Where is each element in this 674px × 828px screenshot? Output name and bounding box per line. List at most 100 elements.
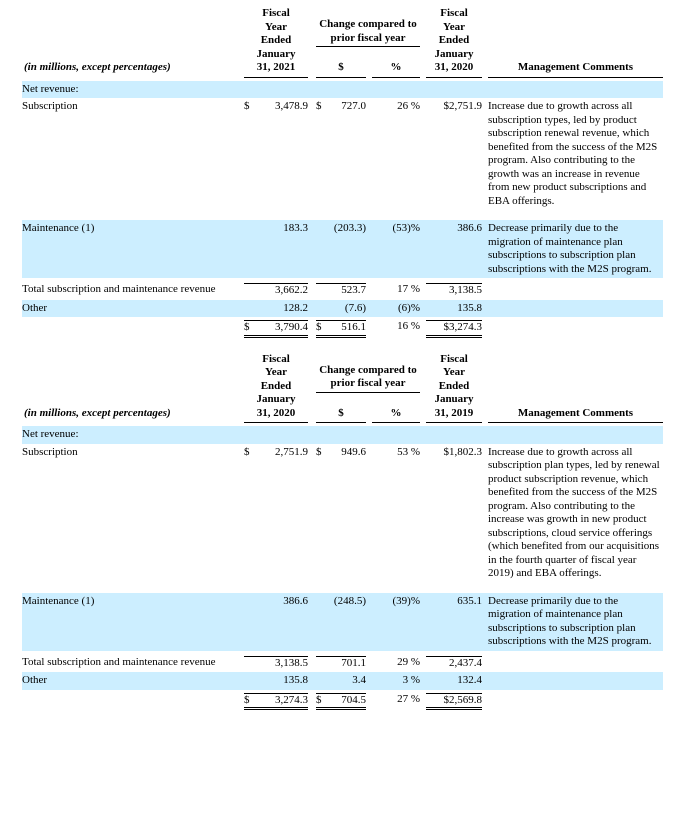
table-row-total-sub-maint: Total subscription and maintenance reven… [22,654,663,673]
fy-current-value: $2,751.9 [244,445,308,458]
fy-prior-value: $1,802.3 [443,445,483,458]
table-row-grand-total: $3,790.4 $516.1 16 % $3,274.3 [22,318,663,339]
change-percent-value: 53 % [397,445,420,458]
change-percent-value: 3 % [402,674,420,686]
change-dollar-value: 523.7 [316,283,366,298]
table-header: (in millions, except percentages) Fiscal… [22,7,663,78]
table-row-subscription: Subscription $3,478.9 $727.0 26 % $2,751… [22,98,663,210]
table-row-subscription: Subscription $2,751.9 $949.6 53 % $1,802… [22,444,663,583]
column-header-fy-current: Fiscal Year Ended January 31, 2021 [244,7,308,78]
change-percent-value: 26 % [397,100,420,112]
column-header-change-dollar: $ [316,407,366,423]
fy-current-value: 135.8 [283,674,308,686]
management-comment: Decrease primarily due to the migration … [488,222,652,275]
section-label: Net revenue: [22,82,79,95]
fy-prior-value: $2,751.9 [443,100,483,112]
column-header-mgmt-comments: Management Comments [488,61,663,78]
column-header-mgmt-comments: Management Comments [488,407,663,423]
change-dollar-value: $949.6 [316,445,366,458]
currency-symbol: $ [443,321,450,333]
currency-symbol: $ [443,445,450,458]
fy-prior-value: 2,437.4 [426,655,482,671]
fy-current-value: 3,662.2 [244,283,308,298]
row-label: Other [22,674,48,686]
management-comment [488,672,663,690]
management-comment: Increase due to growth across all subscr… [488,100,658,207]
column-header-fy-current: Fiscal Year Ended January 31, 2020 [244,353,308,423]
fy-current-value: $3,478.9 [244,100,308,112]
table-row-maintenance: Maintenance (1) 386.6 (248.5) (39)% 635.… [22,592,663,651]
management-comment [488,691,663,712]
row-label: Subscription [22,100,78,112]
column-group-change: Change compared to prior fiscal year $ % [316,18,420,78]
fy-prior-value: 635.1 [457,594,482,607]
change-percent-value: (6)% [398,301,420,314]
currency-symbol: $ [316,321,322,333]
table-header: (in millions, except percentages) Fiscal… [22,353,663,423]
fy-current-value: 128.2 [283,301,308,314]
row-label: Total subscription and maintenance reven… [22,283,216,295]
change-subheaders: $ % [316,407,420,423]
management-comment [488,318,663,339]
change-percent-value: (39)% [392,594,421,607]
column-header-change-percent: % [372,407,420,423]
row-label: Total subscription and maintenance reven… [22,655,216,668]
row-label: Maintenance (1) [22,222,95,234]
row-label [22,691,244,712]
currency-symbol: $ [316,693,322,706]
section-label: Net revenue: [22,428,79,440]
management-comment [488,654,663,673]
change-dollar-value: (248.5) [333,594,366,607]
table-row-total-sub-maint: Total subscription and maintenance reven… [22,281,663,300]
row-label: Maintenance (1) [22,594,95,607]
column-group-change: Change compared to prior fiscal year $ % [316,364,420,423]
column-header-change: Change compared to prior fiscal year [316,364,420,393]
section-row-net-revenue: Net revenue: [22,426,663,444]
fy-current-value: 3,138.5 [244,655,308,671]
change-dollar-value: $704.5 [316,692,366,710]
fy-prior-value: 132.4 [457,674,482,686]
fy-prior-value: 386.6 [457,222,482,234]
column-header-change-percent: % [372,61,420,78]
management-comment: Decrease primarily due to the migration … [488,594,652,648]
document-page: (in millions, except percentages) Fiscal… [22,7,663,712]
change-dollar-value: 3.4 [352,674,366,686]
change-dollar-value: (203.3) [333,222,366,234]
change-dollar-value: $516.1 [316,320,366,338]
change-dollar-value: (7.6) [344,301,366,314]
currency-symbol: $ [443,693,450,706]
revenue-table-fy2021: (in millions, except percentages) Fiscal… [22,7,663,339]
change-percent-value: 27 % [397,692,420,705]
fy-prior-value: $2,569.8 [426,692,482,710]
revenue-table-fy2020: (in millions, except percentages) Fiscal… [22,353,663,712]
fy-current-value: 183.3 [283,222,308,234]
units-note: (in millions, except percentages) [24,61,171,73]
column-header-fy-prior: Fiscal Year Ended January 31, 2019 [426,353,482,423]
currency-symbol: $ [316,100,322,112]
fy-prior-value: 3,138.5 [426,283,482,298]
change-subheaders: $ % [316,61,420,78]
management-comment: Increase due to growth across all subscr… [488,445,660,580]
change-percent-value: 16 % [397,320,420,332]
fy-prior-value: 135.8 [457,301,482,314]
fy-current-value: $3,274.3 [244,692,308,710]
management-comment [488,300,663,318]
change-percent-value: (53)% [392,222,421,234]
currency-symbol: $ [244,321,250,333]
currency-symbol: $ [244,445,250,458]
currency-symbol: $ [244,693,250,706]
fy-current-value: 386.6 [283,594,308,607]
section-row-net-revenue: Net revenue: [22,80,663,98]
units-note: (in millions, except percentages) [24,406,171,419]
change-percent-value: 29 % [397,655,420,668]
row-label: Subscription [22,445,78,458]
row-label: Other [22,301,48,314]
change-percent-value: 17 % [397,283,420,295]
table-row-maintenance: Maintenance (1) 183.3 (203.3) (53)% 386.… [22,220,663,278]
column-header-fy-prior: Fiscal Year Ended January 31, 2020 [426,7,482,78]
change-dollar-value: 701.1 [316,655,366,671]
change-dollar-value: $727.0 [316,100,366,112]
table-row-other: Other 128.2 (7.6) (6)% 135.8 [22,299,663,318]
fy-current-value: $3,790.4 [244,320,308,338]
table-row-grand-total: $3,274.3 $704.5 27 % $2,569.8 [22,691,663,712]
